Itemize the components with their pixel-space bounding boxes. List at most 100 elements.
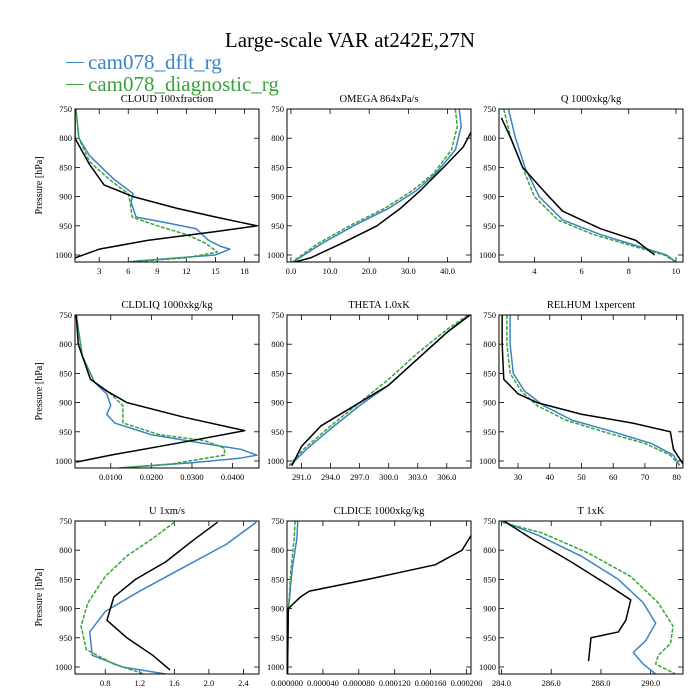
series-line-1 [80,521,175,674]
panel-2: Q 1000xkg/kg 750 800 850 900 950 1000 4 6 8 10 [479,94,684,276]
panel-0: CLOUD 100xfraction Pressure [hPa] 750 800 85… [34,94,260,276]
panel-4: THETA 1.0xK 750 800 850 900 950 1000 291.0 294.0… [267,300,472,482]
series-line-1 [502,109,677,262]
y-tick-label: 950 [483,427,496,437]
y-tick-label: 950 [271,633,284,643]
y-tick-label: 800 [59,545,72,555]
x-tick-label: 60 [609,472,618,482]
y-tick-label: 800 [483,339,496,349]
y-tick-label: 850 [271,162,284,172]
y-tick-label: 1000 [267,456,284,466]
series-line-1 [75,315,226,468]
x-tick-label: 6 [579,266,583,276]
series-line-2 [75,109,258,259]
x-tick-label: 50 [577,472,586,482]
series-line-2 [294,132,471,262]
x-tick-label: 291.0 [292,472,311,482]
x-tick-label: 284.0 [492,678,511,688]
x-tick-label: 2.0 [204,678,215,688]
legend-label-dflt: cam078_dflt_rg [88,50,222,74]
legend-entry-diagnostic: cam078_diagnostic_rg [66,72,279,97]
x-tick-label: 0.000160 [415,678,447,688]
panel-frame [286,520,472,675]
y-tick-label: 750 [483,516,496,526]
y-tick-label: 900 [271,604,284,614]
y-tick-label: 800 [483,133,496,143]
y-tick-label: 900 [59,192,72,202]
y-tick-label: 950 [483,221,496,231]
panel-title: CLDICE 1000xkg/kg [334,506,425,517]
y-tick-label: 900 [59,398,72,408]
x-tick-label: 0.000120 [379,678,411,688]
y-tick-label: 1000 [479,456,496,466]
x-tick-label: 2.4 [238,678,249,688]
y-tick-label: 850 [483,574,496,584]
panel-frame [498,108,684,263]
panel-frame [498,520,684,675]
panel-title: RELHUM 1xpercent [547,300,635,311]
y-tick-label: 800 [271,339,284,349]
x-tick-label: 40.0 [440,266,455,276]
x-tick-label: 10.0 [323,266,338,276]
panel-title: U 1xm/s [149,506,185,517]
panel-title: OMEGA 864xPa/s [339,94,418,105]
y-tick-label: 750 [271,516,284,526]
y-tick-label: 750 [271,104,284,114]
panel-frame [286,314,472,469]
panel-frame [286,108,472,263]
series-line-2 [106,521,218,671]
panel-title: CLOUD 100xfraction [121,94,214,105]
series-line-0 [88,521,257,674]
y-tick-label: 1000 [267,250,284,260]
y-tick-label: 1000 [55,662,72,672]
y-tick-label: 900 [483,398,496,408]
figure-title: Large-scale VAR at242E,27N [224,28,476,52]
y-tick-label: 800 [271,133,284,143]
y-tick-label: 750 [271,310,284,320]
y-tick-label: 850 [483,368,496,378]
x-tick-label: 4 [532,266,537,276]
panel-title: THETA 1.0xK [348,300,410,311]
panel-6: U 1xm/s Pressure [hPa] 750 800 850 900 950 1000… [34,506,260,688]
series-line-0 [287,521,299,674]
x-tick-label: 9 [155,266,159,276]
y-tick-label: 1000 [55,250,72,260]
x-tick-label: 300.0 [379,472,398,482]
series-line-2 [287,535,471,674]
x-tick-label: 8 [627,266,631,276]
y-tick-label: 950 [271,221,284,231]
x-tick-label: 294.0 [321,472,340,482]
series-line-0 [507,109,677,262]
x-tick-label: 3 [97,266,101,276]
series-line-0 [292,109,462,262]
x-tick-label: 70 [641,472,650,482]
y-axis-label: Pressure [hPa] [34,568,45,626]
x-tick-label: 0.000200 [451,678,483,688]
y-tick-label: 950 [59,221,72,231]
y-tick-label: 900 [483,192,496,202]
series-line-0 [509,315,681,467]
y-tick-label: 950 [483,633,496,643]
y-tick-label: 950 [271,427,284,437]
series-line-2 [291,315,471,466]
legend-swatch-dflt [66,61,84,63]
panel-7: CLDICE 1000xkg/kg 750 800 850 900 950 1000 0.00… [267,506,482,688]
y-tick-label: 750 [59,104,72,114]
legend-swatch-diagnostic [66,83,84,85]
series-line-1 [291,109,459,262]
series-line-2 [501,315,683,465]
x-tick-label: 0.0400 [221,472,244,482]
y-axis-label: Pressure [hPa] [34,362,45,420]
series-line-1 [75,109,219,262]
panel-frame [74,520,260,675]
x-tick-label: 30 [514,472,523,482]
series-line-0 [75,109,231,262]
panel-title: T 1xK [578,506,605,517]
x-tick-label: 18 [240,266,249,276]
y-tick-label: 750 [483,104,496,114]
panel-8: T 1xK 750 800 850 900 950 1000 284.0 286.0 288.0 2… [479,506,684,688]
x-tick-label: 30.0 [401,266,416,276]
series-line-2 [500,117,656,256]
x-tick-label: 0.0 [286,266,297,276]
